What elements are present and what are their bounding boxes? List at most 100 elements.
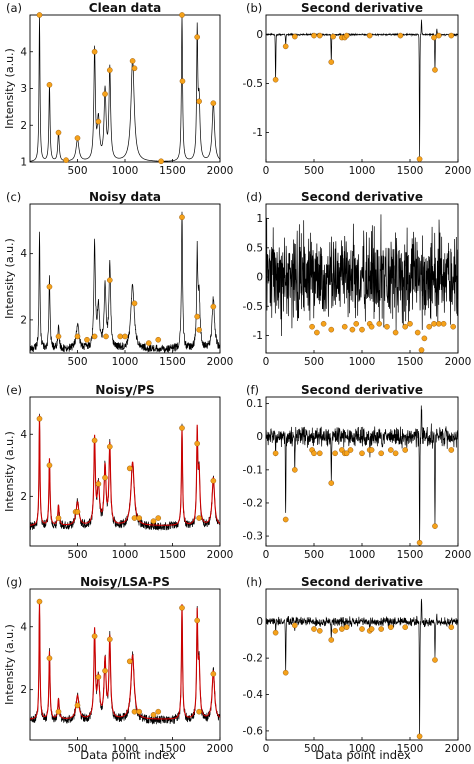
peak-marker — [366, 32, 373, 39]
peak-marker — [36, 415, 43, 422]
x-tick-label: 1000 — [349, 356, 376, 368]
peak-marker — [432, 523, 438, 529]
x-tick-label: 1000 — [112, 549, 139, 561]
chart-title: Noisy data — [89, 190, 161, 204]
peak-marker — [282, 43, 289, 50]
y-tick-label: 2 — [20, 120, 27, 132]
peak-marker — [328, 637, 335, 643]
y-tick-label: -0.5 — [243, 301, 264, 313]
peak-marker — [416, 733, 423, 740]
peak-marker — [418, 347, 425, 353]
peak-marker — [328, 326, 335, 333]
peak-marker — [91, 437, 98, 444]
peak-marker — [421, 335, 428, 342]
peak-marker — [107, 277, 113, 283]
peak-marker — [368, 323, 375, 330]
y-tick-label: -0.4 — [243, 689, 264, 701]
x-axis-label-right: Data point index — [315, 748, 411, 762]
peak-marker — [196, 708, 202, 715]
peak-marker — [196, 98, 202, 105]
peak-marker — [210, 303, 217, 310]
x-tick-label: 2000 — [445, 743, 472, 755]
x-tick-label: 0 — [263, 549, 270, 561]
x-tick-label: 1000 — [112, 165, 139, 177]
y-tick-label: -1 — [253, 127, 263, 139]
x-tick-label: 500 — [304, 356, 324, 368]
peak-marker — [359, 326, 365, 333]
peak-marker — [107, 67, 113, 73]
peak-marker — [46, 82, 53, 88]
peak-marker — [311, 32, 317, 39]
peak-marker — [179, 12, 185, 18]
peak-marker — [347, 447, 354, 453]
peak-marker — [282, 516, 289, 523]
y-tick-label: -0.2 — [243, 653, 264, 665]
peak-marker — [291, 33, 298, 40]
peak-marker — [314, 329, 320, 336]
peak-marker — [55, 515, 62, 521]
x-tick-label: 500 — [304, 743, 324, 755]
peak-marker — [91, 48, 98, 55]
peak-marker — [107, 443, 113, 450]
x-tick-label: 1500 — [397, 549, 424, 561]
peak-marker — [95, 481, 102, 487]
peak-marker — [448, 32, 455, 39]
peak-marker — [272, 450, 279, 457]
peak-marker — [131, 515, 138, 521]
peak-marker — [194, 313, 200, 320]
y-tick-label: -0.1 — [243, 464, 264, 476]
y-tick-label: 4 — [20, 248, 27, 260]
fit-line — [29, 601, 221, 720]
x-tick-label: 1500 — [159, 356, 186, 368]
peak-marker — [122, 333, 128, 340]
peak-marker — [407, 320, 413, 327]
peak-marker — [414, 329, 421, 336]
peak-marker — [311, 450, 317, 457]
peak-marker — [131, 65, 138, 72]
panel-a: (a) Clean data 500 1000 1500 2000 1 2 3 4 Intensit… — [3, 1, 233, 177]
peak-marker — [126, 658, 133, 665]
peak-marker — [316, 32, 323, 39]
x-axis-label-left: Data point index — [80, 748, 176, 762]
peak-marker — [416, 156, 423, 162]
y-axis-label: Intensity (a.u.) — [3, 238, 16, 319]
peak-marker — [376, 320, 383, 327]
panel-letter: (b) — [246, 1, 262, 15]
y-axis-label: Intensity (a.u.) — [3, 624, 16, 705]
peak-marker — [131, 708, 138, 715]
chart-title: Second derivative — [301, 383, 423, 397]
axes-frame — [265, 588, 459, 741]
x-tick-label: 1500 — [397, 743, 424, 755]
y-tick-label: 2 — [20, 491, 27, 503]
peak-marker — [155, 708, 162, 715]
peak-marker — [158, 158, 164, 165]
panel-e: (e) Noisy/PS 500 1000 1500 2000 2 4 Intensity (a… — [3, 383, 233, 561]
peak-marker — [402, 624, 409, 631]
peak-marker — [272, 76, 279, 83]
y-tick-label: 4 — [20, 429, 27, 441]
peak-marker — [397, 32, 404, 39]
x-tick-label: 500 — [67, 549, 87, 561]
peak-marker — [210, 100, 217, 106]
x-tick-label: 500 — [67, 356, 87, 368]
x-tick-label: 1000 — [349, 165, 376, 177]
peak-marker — [145, 340, 152, 346]
peak-marker — [102, 667, 108, 674]
x-tick-label: 500 — [304, 165, 324, 177]
peak-marker — [343, 32, 350, 39]
x-tick-label: 0 — [263, 356, 270, 368]
peak-marker — [194, 617, 200, 624]
x-tick-label: 0 — [263, 743, 270, 755]
panel-letter: (e) — [6, 383, 22, 397]
peak-marker — [55, 129, 62, 136]
peak-marker — [432, 67, 438, 73]
peak-marker — [378, 626, 385, 632]
peak-marker — [46, 462, 53, 469]
panel-letter: (f) — [246, 383, 259, 397]
peak-marker — [74, 702, 81, 709]
x-tick-label: 500 — [67, 165, 87, 177]
peak-marker — [328, 480, 335, 486]
peak-marker — [387, 624, 394, 631]
chart-title: Second derivative — [301, 190, 423, 204]
peak-marker — [107, 636, 113, 643]
